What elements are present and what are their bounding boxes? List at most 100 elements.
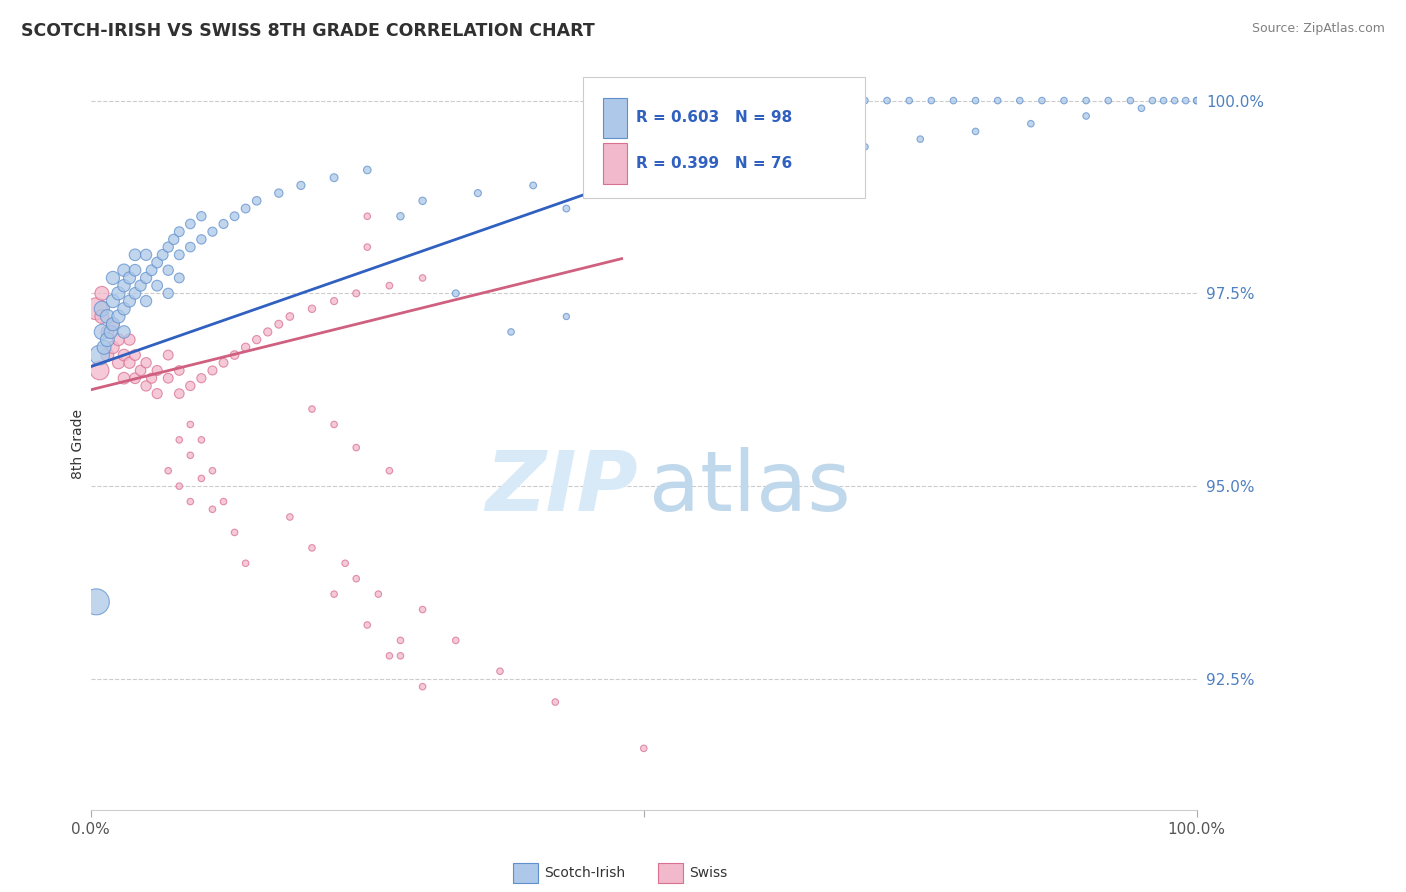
Point [367, 587, 389, 601]
Point [100, 325, 122, 339]
Text: SCOTCH-IRISH VS SWISS 8TH GRADE CORRELATION CHART: SCOTCH-IRISH VS SWISS 8TH GRADE CORRELAT… [21, 22, 595, 40]
Point [124, 248, 146, 262]
Point [212, 494, 235, 508]
Point [201, 502, 224, 516]
Point [135, 379, 157, 393]
Point [721, 94, 744, 108]
Point [412, 602, 434, 616]
Point [246, 333, 269, 347]
Point [96, 348, 118, 362]
Point [101, 294, 124, 309]
Point [157, 240, 180, 254]
Point [107, 333, 129, 347]
Point [190, 232, 212, 246]
Point [201, 225, 224, 239]
Point [112, 278, 135, 293]
Point [141, 263, 163, 277]
Point [1053, 94, 1076, 108]
Point [555, 310, 578, 324]
Point [278, 310, 301, 324]
Point [1076, 109, 1098, 123]
Text: R = 0.399   N = 76: R = 0.399 N = 76 [636, 156, 792, 170]
Point [129, 278, 152, 293]
Point [90, 310, 112, 324]
Point [224, 525, 246, 540]
Point [179, 417, 201, 432]
Point [224, 209, 246, 223]
Point [118, 271, 141, 285]
Point [169, 225, 191, 239]
Point [157, 348, 180, 362]
Point [910, 132, 932, 146]
Point [444, 633, 467, 648]
Point [633, 170, 655, 185]
Text: ZIP: ZIP [485, 447, 638, 528]
Point [157, 263, 180, 277]
Point [1130, 101, 1153, 115]
Point [163, 232, 186, 246]
Point [101, 317, 124, 331]
Point [146, 386, 169, 401]
Point [169, 271, 191, 285]
Point [169, 479, 191, 493]
Point [124, 286, 146, 301]
Point [799, 147, 821, 161]
Point [179, 240, 201, 254]
Point [765, 94, 787, 108]
Point [1119, 94, 1142, 108]
Point [356, 240, 378, 254]
FancyBboxPatch shape [603, 98, 627, 138]
Point [90, 301, 112, 316]
Point [633, 741, 655, 756]
FancyBboxPatch shape [583, 78, 865, 198]
Point [141, 371, 163, 385]
Point [1185, 94, 1208, 108]
Point [169, 433, 191, 447]
Point [96, 325, 118, 339]
Point [278, 510, 301, 524]
Point [1008, 94, 1031, 108]
Point [124, 348, 146, 362]
Point [633, 94, 655, 108]
Point [101, 317, 124, 331]
Point [853, 140, 876, 154]
Point [965, 124, 987, 138]
Point [112, 301, 135, 316]
Point [212, 356, 235, 370]
Text: Swiss: Swiss [689, 866, 727, 880]
Point [267, 186, 290, 200]
Point [356, 618, 378, 632]
Point [1142, 94, 1164, 108]
Text: Source: ZipAtlas.com: Source: ZipAtlas.com [1251, 22, 1385, 36]
Point [744, 155, 766, 169]
Point [201, 464, 224, 478]
Point [135, 294, 157, 309]
Point [152, 248, 174, 262]
Point [1031, 94, 1053, 108]
Text: Scotch-Irish: Scotch-Irish [544, 866, 626, 880]
Point [96, 310, 118, 324]
Point [688, 163, 710, 178]
Point [190, 371, 212, 385]
Point [224, 348, 246, 362]
Point [965, 94, 987, 108]
Point [135, 248, 157, 262]
Point [987, 94, 1010, 108]
Point [135, 271, 157, 285]
Point [112, 325, 135, 339]
Point [157, 286, 180, 301]
Y-axis label: 8th Grade: 8th Grade [72, 409, 86, 479]
Point [323, 294, 346, 309]
Text: R = 0.603   N = 98: R = 0.603 N = 98 [636, 111, 792, 125]
Point [876, 94, 898, 108]
Point [787, 94, 810, 108]
Point [344, 572, 367, 586]
Point [157, 371, 180, 385]
Point [412, 194, 434, 208]
Point [179, 448, 201, 462]
Point [96, 333, 118, 347]
Point [290, 178, 312, 193]
Point [1097, 94, 1119, 108]
Point [89, 363, 111, 377]
Point [1153, 94, 1175, 108]
